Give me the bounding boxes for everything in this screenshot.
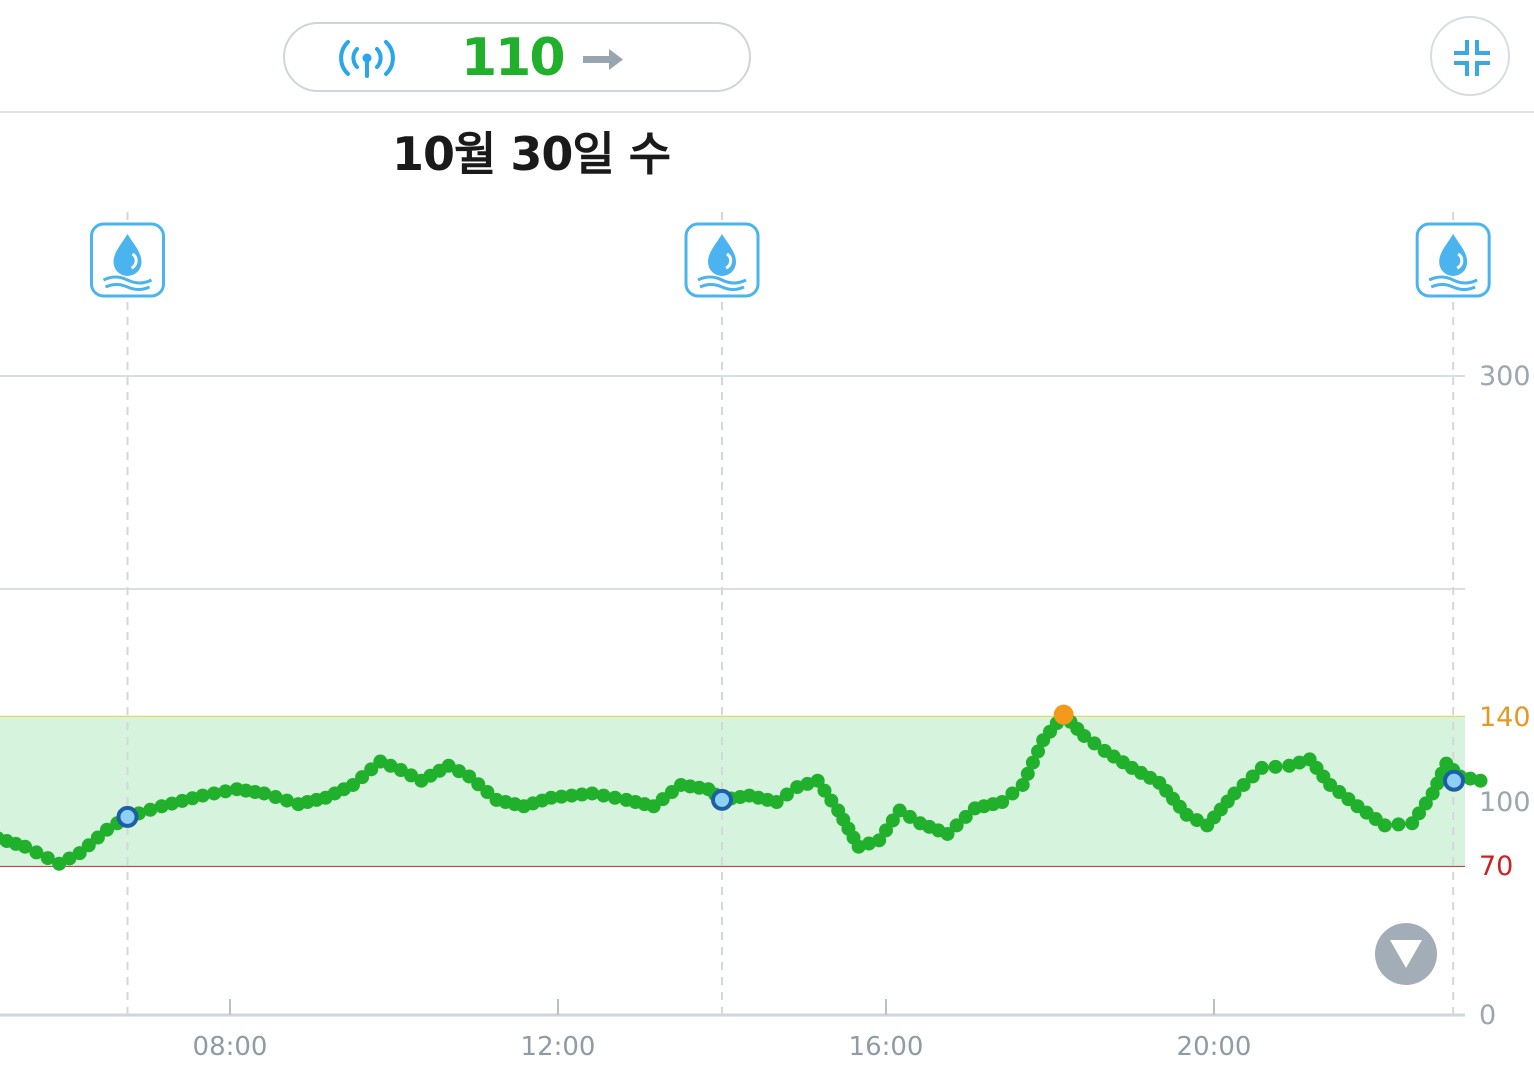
glucose-dot — [257, 786, 272, 801]
water-drop-icon — [1415, 222, 1491, 298]
glucose-dot — [817, 783, 832, 798]
glucose-dot — [364, 762, 379, 777]
y-tick-label: 100 — [1479, 787, 1531, 818]
glucose-dot — [564, 788, 579, 803]
y-tick-label: 300 — [1479, 361, 1531, 392]
glucose-dot — [1473, 773, 1488, 788]
glucose-dot — [462, 769, 477, 784]
glucose-dot — [1005, 786, 1020, 801]
chevron-down-icon — [1390, 940, 1422, 968]
glucose-dot — [40, 851, 55, 866]
calibration-point — [1443, 769, 1465, 792]
x-tick-label: 12:00 — [521, 1032, 596, 1062]
glucose-dot — [471, 777, 486, 792]
current-glucose-value: 110 — [461, 28, 566, 88]
collapse-icon — [1454, 40, 1490, 76]
glucose-dot — [1015, 777, 1030, 792]
glucose-dot — [1227, 786, 1242, 801]
glucose-dot — [995, 795, 1010, 809]
glucose-dot — [958, 809, 973, 824]
glucose-dot — [279, 793, 294, 808]
glucose-dot — [207, 786, 222, 801]
glucose-dot — [100, 822, 114, 837]
glucose-dot — [1077, 728, 1092, 743]
glucose-dot — [29, 845, 44, 860]
glucose-dot — [810, 773, 825, 788]
glucose-dot — [218, 784, 233, 799]
glucose-dot — [1418, 796, 1433, 811]
x-tick-label: 16:00 — [849, 1032, 924, 1062]
glucose-dot — [1268, 759, 1283, 774]
signal-antenna-icon — [339, 40, 395, 78]
calibration-point — [711, 788, 733, 811]
glucose-dot — [1377, 818, 1392, 833]
glucose-dot — [1412, 806, 1426, 821]
glucose-dot — [585, 786, 600, 801]
glucose-dot — [346, 777, 360, 792]
glucose-dot — [1020, 766, 1035, 781]
scroll-down-button[interactable] — [1375, 923, 1437, 985]
y-tick-label: 140 — [1479, 702, 1531, 733]
glucose-dot — [779, 787, 794, 802]
glucose-dot — [824, 793, 839, 808]
glucose-dot — [1391, 817, 1406, 832]
glucose-dot — [1254, 760, 1269, 775]
glucose-dot — [195, 788, 210, 803]
glucose-dot — [949, 818, 964, 833]
glucose-dot — [355, 770, 370, 785]
glucose-dot — [1405, 816, 1420, 831]
y-tick-label: 0 — [1479, 1000, 1496, 1031]
glucose-dot — [1245, 769, 1260, 784]
calibration-point — [116, 805, 139, 828]
glucose-dot — [1087, 736, 1102, 751]
glucose-dot — [1236, 777, 1251, 792]
glucose-dot — [902, 809, 917, 824]
glucose-dot — [872, 833, 887, 848]
glucose-dot — [596, 788, 611, 803]
glucose-dot — [574, 787, 589, 802]
glucose-dot — [879, 823, 893, 838]
y-tick-label: 70 — [1479, 851, 1513, 882]
glucose-dot — [480, 785, 495, 800]
water-drop-icon — [90, 222, 165, 298]
x-tick-label: 08:00 — [193, 1032, 268, 1062]
water-drop-icon — [684, 222, 760, 298]
glucose-dot — [554, 789, 569, 804]
glucose-dot — [18, 839, 32, 854]
arrow-right-icon — [583, 49, 623, 70]
glucose-dot — [885, 813, 900, 828]
current-glucose-pill[interactable]: 110 — [283, 22, 751, 92]
glucose-dot — [544, 790, 559, 805]
glucose-dot — [1025, 755, 1040, 770]
glucose-dot — [769, 795, 784, 809]
header-divider — [0, 111, 1534, 113]
glucose-dot — [1031, 744, 1046, 759]
glucose-series-line — [0, 707, 1488, 871]
glucose-dot — [90, 830, 105, 845]
glucose-dot — [940, 826, 955, 841]
glucose-dot — [72, 846, 87, 861]
date-label: 10월 30일 수 — [392, 127, 671, 181]
glucose-dot — [143, 802, 158, 817]
high-glucose-point — [1053, 704, 1074, 725]
glucose-dot — [268, 790, 283, 805]
glucose-dot — [607, 790, 622, 805]
glucose-dot — [892, 803, 907, 818]
x-tick-label: 20:00 — [1177, 1032, 1252, 1062]
glucose-dot — [81, 838, 96, 853]
collapse-button[interactable] — [1430, 16, 1510, 96]
